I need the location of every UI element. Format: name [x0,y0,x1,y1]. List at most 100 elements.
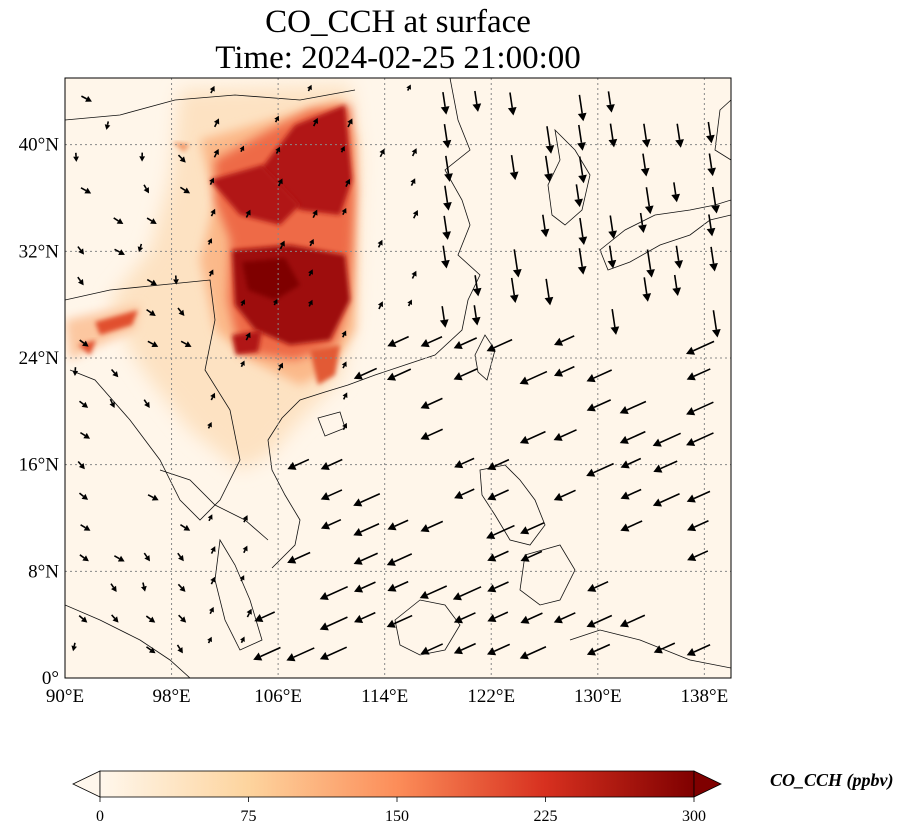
wind-arrow [608,215,617,240]
wind-arrow [686,490,711,503]
wind-arrow [143,399,150,408]
wind-arrow [519,370,548,385]
wind-arrow [78,492,89,500]
wind-arrow [687,550,709,562]
wind-arrow [209,177,215,185]
wind-arrow [545,126,555,154]
wind-arrow [240,299,246,306]
colorbar: 0 75 150 225 300 [72,770,722,825]
wind-arrow [454,488,475,499]
wind-arrow [341,361,347,369]
wind-arrow [638,212,647,234]
wind-arrow [207,636,212,644]
wind-arrow [509,155,519,181]
wind-arrow [577,124,586,151]
wind-arrow [210,546,216,554]
wind-arrow [620,520,643,532]
wind-arrow [104,121,111,130]
wind-arrow [386,368,412,381]
wind-arrow [177,307,185,316]
wind-arrow [420,643,444,655]
wind-arrow [487,611,509,623]
wind-arrow [73,152,79,162]
wind-arrow [706,121,715,144]
wind-arrow [487,458,510,471]
wind-arrow [308,269,313,277]
wind-arrow [553,612,576,624]
wind-arrow [439,306,449,328]
wind-arrow [512,249,522,278]
wind-arrow [312,117,319,127]
wind-arrow [79,339,89,347]
wind-arrow [309,238,314,247]
wind-arrow [486,643,511,656]
colorbar-tick-label: 150 [385,808,409,825]
wind-arrow [685,340,715,355]
wind-arrow [686,368,711,381]
wind-arrow [452,586,482,601]
wind-arrow [179,186,191,194]
wind-arrow [354,611,376,623]
wind-arrow [272,299,278,306]
wind-arrow [606,91,615,113]
colorbar-tick-label: 225 [534,808,558,825]
wind-arrow [242,515,248,523]
wind-arrow [341,330,347,338]
wind-arrow [509,277,519,304]
wind-arrow [586,462,614,477]
wind-arrow [146,278,158,286]
wind-arrow [706,214,716,237]
wind-arrow [72,367,79,377]
colorbar-label: CO_CCH (ppbv) [770,770,894,790]
wind-arrow [574,184,583,208]
lat-tick-label: 0° [42,668,59,689]
wind-arrow [387,335,409,347]
wind-arrow [507,92,517,116]
wind-arrow [608,123,618,148]
wind-arrow [711,310,721,338]
wind-arrow [353,367,378,380]
wind-arrow [653,460,678,473]
wind-arrow [453,612,476,624]
wind-arrow [486,338,513,352]
wind-arrow [387,519,409,531]
wind-arrow [319,646,348,661]
wind-arrow [471,305,481,326]
wind-arrow [520,612,543,624]
wind-arrow [213,118,220,128]
wind-arrow [353,552,378,565]
wind-arrow [79,431,91,439]
wind-arrow [286,647,315,662]
wind-arrow [111,614,119,623]
wind-arrow [110,583,117,592]
wind-arrow [137,243,144,253]
wind-arrow [577,248,587,275]
wind-arrow [207,238,213,245]
wind-arrow [77,246,85,255]
colorbar-tick-label: 0 [96,808,104,825]
wind-arrow [578,156,587,184]
wind-arrow [544,155,553,182]
wind-arrow [443,185,452,211]
wind-arrow [209,606,214,615]
wind-arrow [254,611,276,622]
wind-arrow [577,94,587,122]
wind-arrow [644,187,654,215]
wind-arrow [353,581,376,593]
wind-vector-field [71,84,721,662]
wind-arrow [619,430,646,444]
wind-arrow [210,576,216,585]
lat-tick-label: 16°N [19,455,60,476]
wind-arrow [442,123,452,149]
wind-arrow [207,422,212,429]
wind-arrow [207,514,213,522]
wind-arrow [419,585,448,599]
wind-arrow [686,520,709,532]
wind-arrow [177,552,184,562]
wind-arrow [143,184,150,194]
lat-tick-label: 32°N [19,241,60,262]
wind-arrow [240,636,245,644]
lat-tick-label: 24°N [19,348,60,369]
wind-arrow [113,217,124,225]
lon-tick-label: 106°E [254,686,302,707]
